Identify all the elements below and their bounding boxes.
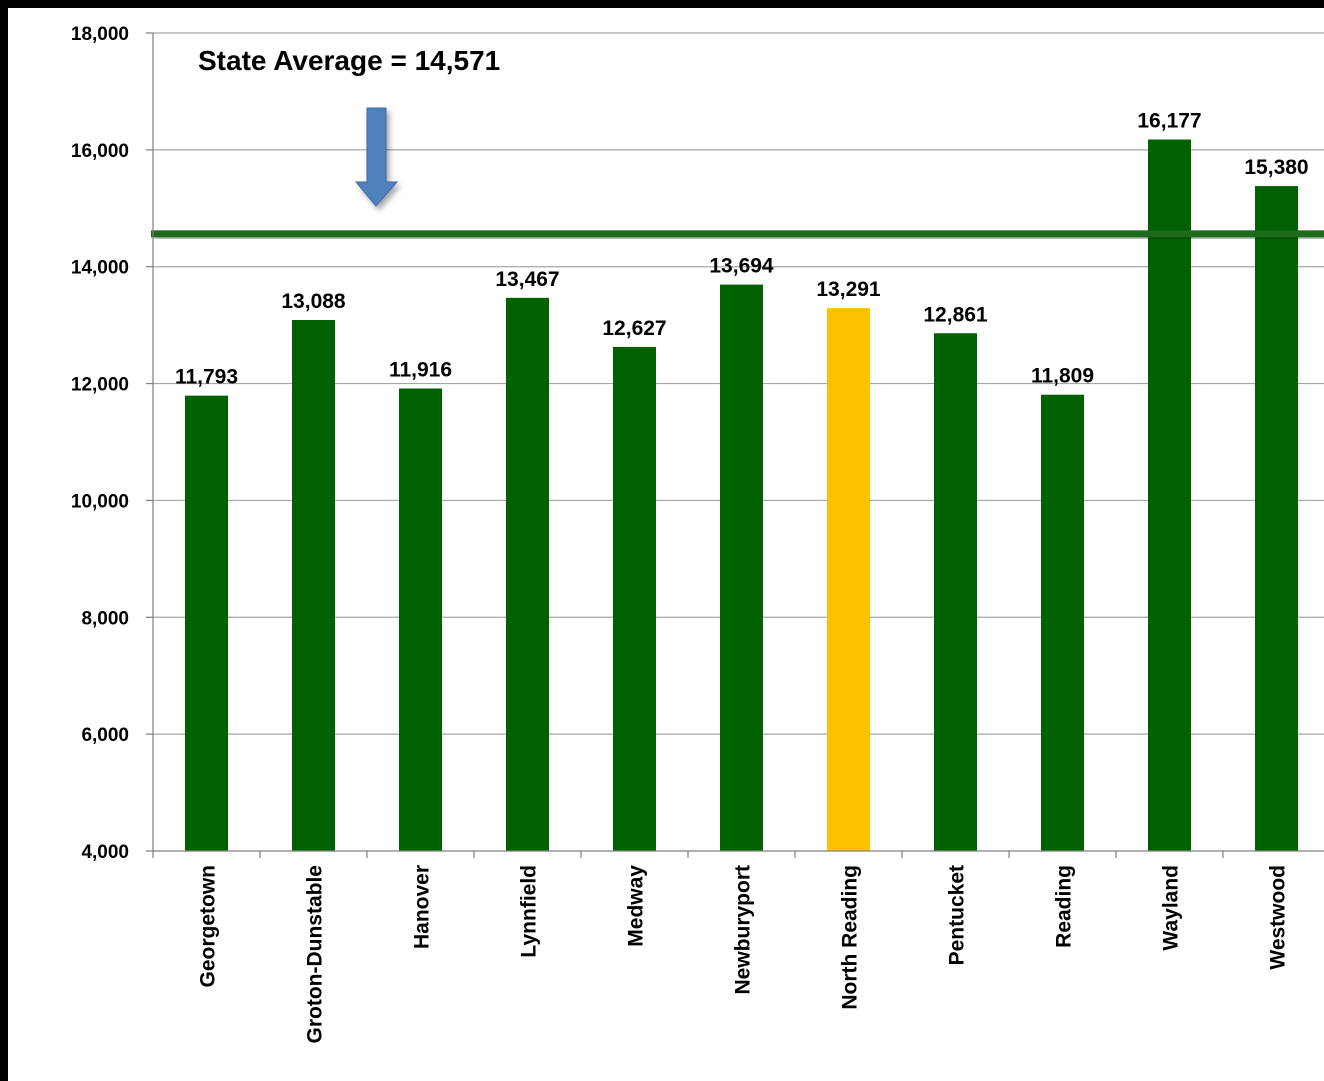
value-label: 11,793 [175, 366, 238, 389]
x-tick-label: Pentucket [946, 865, 969, 965]
y-tick-label: 14,000 [71, 258, 129, 279]
value-label: 16,177 [1137, 110, 1201, 133]
value-label: 15,380 [1244, 156, 1308, 179]
x-tick-label: Wayland [1160, 865, 1183, 951]
value-label: 13,291 [816, 278, 881, 301]
y-tick-label: 10,000 [71, 491, 129, 512]
bar [1148, 139, 1191, 852]
value-label: 13,088 [281, 290, 346, 313]
x-tick-label: North Reading [839, 865, 862, 1010]
bar [185, 395, 228, 851]
y-tick-label: 16,000 [71, 141, 129, 162]
bar [934, 333, 977, 852]
value-label: 12,861 [923, 303, 988, 326]
y-tick-label: 4,000 [81, 842, 129, 863]
down-arrow-icon [354, 107, 399, 207]
bar [292, 320, 335, 852]
bar [506, 297, 549, 852]
value-label: 11,916 [389, 358, 452, 381]
x-tick-label: Medway [625, 865, 648, 947]
x-tick-label: Groton-Dunstable [304, 865, 327, 1044]
x-tick-label: Lynnfield [518, 865, 541, 958]
x-tick-label: Westwood [1267, 865, 1290, 970]
y-tick-label: 6,000 [81, 725, 129, 746]
bar [827, 308, 870, 851]
bar [720, 284, 763, 852]
x-tick-label: Hanover [411, 865, 434, 949]
x-tick-label: Newburyport [732, 865, 755, 995]
y-tick-label: 12,000 [71, 375, 129, 396]
state-average-line [151, 230, 1324, 238]
bar [613, 346, 656, 851]
bar [1255, 186, 1298, 851]
value-label: 12,627 [602, 317, 666, 340]
bar [399, 388, 442, 851]
x-tick-label: Reading [1053, 865, 1076, 948]
y-tick-label: 18,000 [71, 24, 129, 45]
y-tick-label: 8,000 [81, 608, 129, 629]
bar-chart: 11,793 13,088 11,916 13,467 12,627 13,694 13,2… [71, 24, 1324, 1044]
x-tick-label: Georgetown [197, 865, 220, 988]
value-label: 11,809 [1031, 365, 1094, 388]
state-average-label: State Average = 14,571 [198, 45, 500, 76]
bar [1041, 394, 1084, 851]
value-label: 13,694 [709, 255, 774, 278]
value-label: 13,467 [495, 268, 559, 291]
